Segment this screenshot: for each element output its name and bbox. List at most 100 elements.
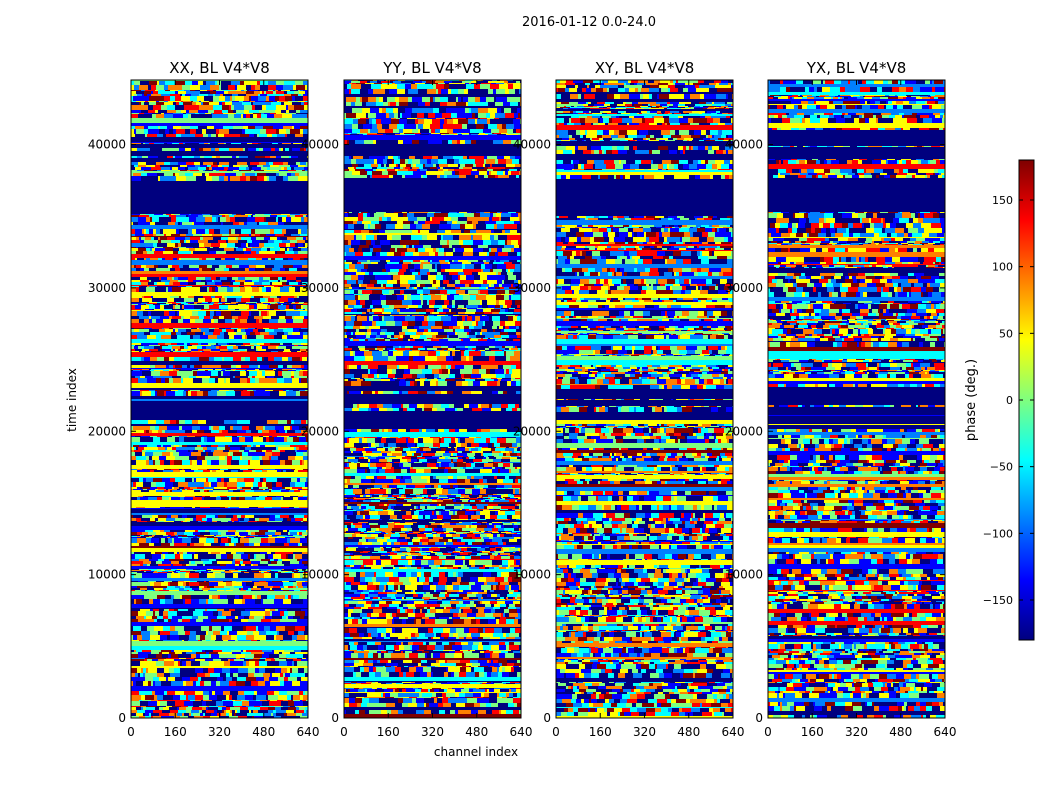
- heatmap-cell: [149, 96, 156, 101]
- heatmap-cell: [181, 521, 184, 522]
- heatmap-cell: [435, 129, 441, 133]
- heatmap-cell: [294, 590, 301, 591]
- heatmap-cell: [243, 126, 249, 129]
- heatmap-cell: [283, 673, 286, 677]
- heatmap-cell: [199, 258, 203, 260]
- heatmap-cell: [131, 536, 138, 537]
- heatmap-cell: [151, 85, 157, 90]
- heatmap-cell: [205, 370, 209, 371]
- heatmap-cell: [135, 436, 142, 437]
- heatmap-cell: [264, 217, 267, 222]
- heatmap-cell: [224, 586, 235, 588]
- heatmap-cell: [366, 113, 369, 118]
- heatmap-cell: [131, 102, 140, 105]
- heatmap-row: [131, 401, 308, 405]
- heatmap-cell: [180, 234, 187, 236]
- heatmap-cell: [280, 248, 286, 251]
- heatmap-cell: [162, 561, 172, 564]
- heatmap-cell: [209, 482, 212, 487]
- heatmap-cell: [252, 376, 256, 378]
- heatmap-cell: [249, 167, 253, 170]
- heatmap-cell: [167, 426, 172, 430]
- heatmap-cell: [287, 303, 290, 304]
- heatmap-cell: [247, 573, 253, 578]
- heatmap-cell: [145, 222, 151, 225]
- heatmap-cell: [295, 609, 302, 611]
- heatmap-cell: [216, 570, 226, 571]
- heatmap-cell: [140, 81, 150, 85]
- heatmap-cell: [268, 85, 277, 90]
- heatmap-cell: [170, 631, 179, 635]
- heatmap-cell: [269, 518, 276, 521]
- heatmap-cell: [255, 668, 260, 673]
- heatmap-cell: [139, 102, 142, 105]
- heatmap-cell: [176, 571, 181, 572]
- heatmap-cell: [360, 81, 368, 83]
- heatmap-cell: [173, 351, 178, 352]
- heatmap-cell: [239, 101, 244, 102]
- heatmap-cell: [445, 134, 455, 135]
- heatmap-cell: [229, 234, 240, 236]
- heatmap-cell: [151, 296, 154, 298]
- heatmap-cell: [361, 84, 372, 89]
- heatmap-cell: [362, 97, 369, 102]
- heatmap-cell: [213, 105, 223, 110]
- heatmap-cell: [152, 114, 157, 118]
- heatmap-cell: [221, 659, 229, 661]
- heatmap-cell: [210, 470, 213, 472]
- heatmap-cell: [218, 134, 225, 137]
- heatmap-cell: [213, 162, 218, 165]
- heatmap-cell: [270, 588, 273, 590]
- heatmap-cell: [243, 470, 253, 472]
- heatmap-cell: [144, 304, 147, 305]
- heatmap-cell: [157, 701, 161, 706]
- heatmap-cell: [254, 537, 262, 538]
- heatmap-cell: [149, 536, 155, 537]
- heatmap-cell: [161, 167, 171, 170]
- heatmap-cell: [164, 173, 174, 176]
- heatmap-cell: [229, 229, 232, 234]
- heatmap-cell: [149, 658, 157, 659]
- heatmap-cell: [277, 237, 281, 240]
- heatmap-cell: [216, 129, 220, 134]
- heatmap-cell: [236, 345, 242, 346]
- heatmap-cell: [186, 652, 197, 654]
- heatmap-cell: [224, 661, 231, 666]
- heatmap-cell: [270, 681, 281, 686]
- heatmap-cell: [133, 222, 139, 225]
- heatmap-cell: [150, 378, 157, 383]
- heatmap-cell: [174, 543, 183, 546]
- heatmap-cell: [237, 420, 248, 424]
- heatmap-cell: [230, 569, 236, 570]
- heatmap-cell: [165, 343, 172, 345]
- heatmap-cell: [491, 83, 497, 84]
- heatmap-cell: [257, 521, 268, 522]
- heatmap-cell: [261, 538, 269, 543]
- heatmap-cell: [253, 102, 262, 105]
- heatmap-cell: [261, 102, 272, 105]
- heatmap-cell: [223, 436, 226, 437]
- heatmap-cell: [176, 447, 187, 450]
- heatmap-cell: [175, 305, 181, 309]
- heatmap-cell: [228, 214, 233, 215]
- heatmap-cell: [236, 369, 247, 370]
- heatmap-cell: [241, 345, 246, 346]
- heatmap-cell: [280, 343, 284, 345]
- heatmap-cell: [295, 81, 304, 85]
- heatmap-cell: [170, 478, 176, 482]
- heatmap-cell: [131, 311, 138, 316]
- heatmap-cell: [215, 581, 224, 582]
- heatmap-cell: [175, 677, 183, 681]
- heatmap-cell: [168, 101, 172, 102]
- heatmap-cell: [168, 552, 175, 554]
- heatmap-cell: [258, 482, 263, 487]
- heatmap-cell: [218, 487, 228, 489]
- heatmap-cell: [303, 304, 309, 305]
- heatmap-cell: [198, 369, 205, 370]
- heatmap-cell: [254, 296, 264, 298]
- heatmap-cell: [284, 378, 291, 383]
- heatmap-cell: [486, 140, 494, 144]
- heatmap-cell: [263, 673, 267, 677]
- heatmap-cell: [290, 559, 298, 561]
- heatmap-cell: [131, 81, 135, 85]
